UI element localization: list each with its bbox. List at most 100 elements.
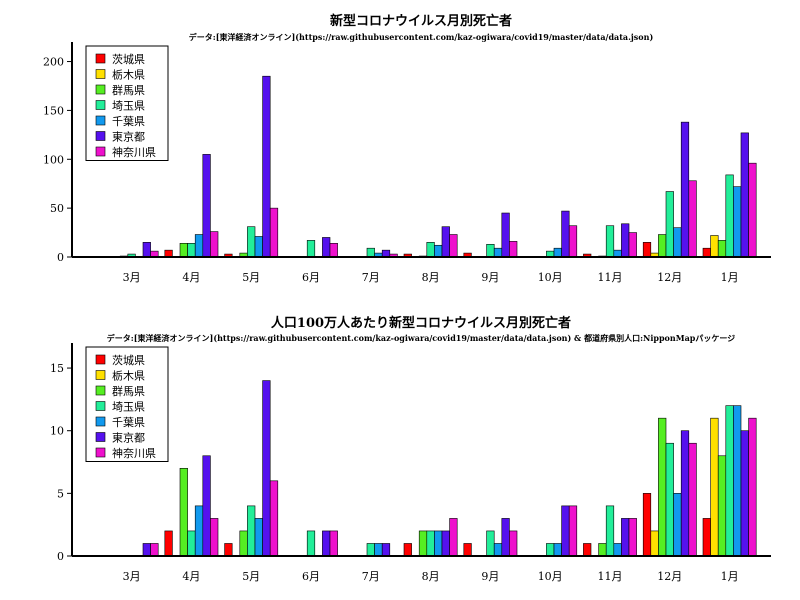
- legend-label: 神奈川県: [112, 446, 156, 460]
- bar-埼玉県-9月: [486, 530, 495, 557]
- bar-茨城県-1月: [702, 518, 711, 557]
- y-tick-label: 10: [50, 425, 64, 438]
- legend-swatch: [95, 146, 106, 157]
- bar-群馬県-4月: [179, 243, 188, 258]
- bar-東京都-4月: [202, 455, 211, 557]
- bar-神奈川県-10月: [568, 225, 578, 258]
- bar-埼玉県-4月: [187, 530, 196, 557]
- bar-群馬県-1月: [717, 240, 727, 258]
- bar-東京都-5月: [262, 380, 271, 557]
- legend-swatch: [95, 84, 106, 95]
- bar-茨城県-9月: [463, 543, 472, 557]
- y-tick-label: 0: [57, 251, 64, 264]
- bar-埼玉県-1月: [725, 405, 734, 557]
- legend-swatch: [95, 354, 106, 365]
- legend-swatch: [95, 131, 106, 141]
- x-tick-label: 7月: [362, 271, 380, 284]
- legend-swatch: [95, 100, 106, 110]
- x-tick-label: 12月: [657, 271, 682, 284]
- bar-埼玉県-7月: [366, 247, 375, 258]
- x-tick-label: 8月: [422, 271, 440, 284]
- legend-label: 東京都: [112, 130, 145, 144]
- bar-埼玉県-5月: [247, 226, 256, 258]
- bar-群馬県-8月: [418, 530, 428, 557]
- x-tick-label: 12月: [657, 570, 682, 583]
- bar-神奈川県-8月: [449, 234, 458, 258]
- x-tick-label: 4月: [182, 271, 200, 284]
- x-tick-label: 9月: [481, 570, 499, 583]
- legend-swatch: [95, 53, 106, 64]
- bar-茨城県-5月: [224, 543, 233, 557]
- x-tick-label: 7月: [362, 570, 380, 583]
- chart-bottom-subtitle: データ:[東洋経済オンライン](https://raw.githubuserco…: [107, 333, 735, 343]
- bar-千葉県-8月: [434, 244, 443, 258]
- legend-label: 群馬県: [112, 83, 145, 97]
- bar-栃木県-1月: [710, 417, 719, 557]
- x-tick-label: 6月: [302, 570, 320, 583]
- bar-東京都-10月: [561, 505, 570, 557]
- y-tick-label: 50: [50, 202, 64, 215]
- legend-label: 栃木県: [112, 369, 145, 383]
- chart-top-subtitle: データ:[東洋経済オンライン](https://raw.githubuserco…: [189, 32, 654, 42]
- x-tick-label: 5月: [242, 271, 260, 284]
- bar-茨城県-8月: [403, 543, 412, 557]
- bar-千葉県-11月: [613, 249, 622, 258]
- bar-千葉県-11月: [613, 543, 622, 557]
- bar-茨城県-4月: [164, 530, 173, 557]
- bar-神奈川県-5月: [269, 207, 279, 258]
- legend-swatch: [95, 416, 106, 427]
- bar-神奈川県-1月: [748, 162, 757, 258]
- chart-top-title: 新型コロナウイルス月別死亡者: [330, 13, 512, 29]
- legend-label: 栃木県: [112, 68, 145, 82]
- y-tick-label: 0: [57, 550, 64, 563]
- bar-埼玉県-1月: [725, 174, 734, 258]
- bar-千葉県-1月: [733, 405, 742, 557]
- bar-栃木県-1月: [710, 235, 719, 258]
- legend-label: 千葉県: [112, 415, 145, 429]
- y-tick-label: 5: [57, 487, 64, 500]
- bar-神奈川県-11月: [628, 518, 637, 557]
- bar-東京都-9月: [501, 212, 510, 258]
- bar-東京都-3月: [142, 242, 151, 258]
- bar-神奈川県-10月: [568, 505, 578, 557]
- bar-群馬県-11月: [598, 543, 607, 557]
- bar-東京都-9月: [501, 518, 510, 557]
- bar-埼玉県-6月: [306, 240, 316, 258]
- legend-label: 埼玉県: [112, 400, 145, 414]
- legend-label: 茨城県: [112, 353, 145, 367]
- bar-千葉県-10月: [553, 543, 562, 557]
- bar-千葉県-12月: [673, 227, 682, 258]
- x-tick-label: 5月: [242, 570, 260, 583]
- chart-top-axes: 0 50 100 150 200 3月 4月 5月 6月 7月 8月 9月 10月 11月 12月 1月: [43, 42, 771, 284]
- bar-神奈川県-12月: [688, 442, 697, 557]
- bar-栃木県-12月: [650, 530, 659, 557]
- legend-swatch: [95, 385, 106, 396]
- bar-埼玉県-8月: [426, 242, 435, 258]
- bar-群馬県-12月: [658, 234, 667, 258]
- bar-千葉県-10月: [553, 247, 562, 258]
- y-tick-label: 100: [43, 153, 64, 166]
- bar-群馬県-12月: [658, 417, 667, 557]
- x-tick-label: 1月: [721, 570, 739, 583]
- bar-神奈川県-6月: [329, 243, 338, 258]
- bar-東京都-7月: [381, 543, 391, 557]
- bar-東京都-7月: [381, 249, 391, 258]
- x-tick-label: 11月: [598, 570, 623, 583]
- legend-label: 神奈川県: [112, 145, 156, 159]
- x-tick-label: 3月: [123, 271, 141, 284]
- bar-埼玉県-4月: [187, 243, 196, 258]
- legend-label: 東京都: [112, 431, 145, 445]
- x-tick-label: 1月: [721, 271, 739, 284]
- chart-bottom-bars: [142, 380, 757, 557]
- bar-埼玉県-7月: [366, 543, 375, 557]
- chart-top: 新型コロナウイルス月別死亡者 データ:[東洋経済オンライン](https://r…: [43, 13, 771, 284]
- bar-神奈川県-9月: [509, 530, 518, 557]
- bar-千葉県-12月: [673, 493, 682, 557]
- bar-神奈川県-6月: [329, 530, 338, 557]
- bar-東京都-4月: [202, 154, 211, 258]
- x-tick-label: 10月: [538, 570, 563, 583]
- bar-神奈川県-11月: [628, 232, 637, 258]
- bar-茨城県-12月: [642, 242, 652, 258]
